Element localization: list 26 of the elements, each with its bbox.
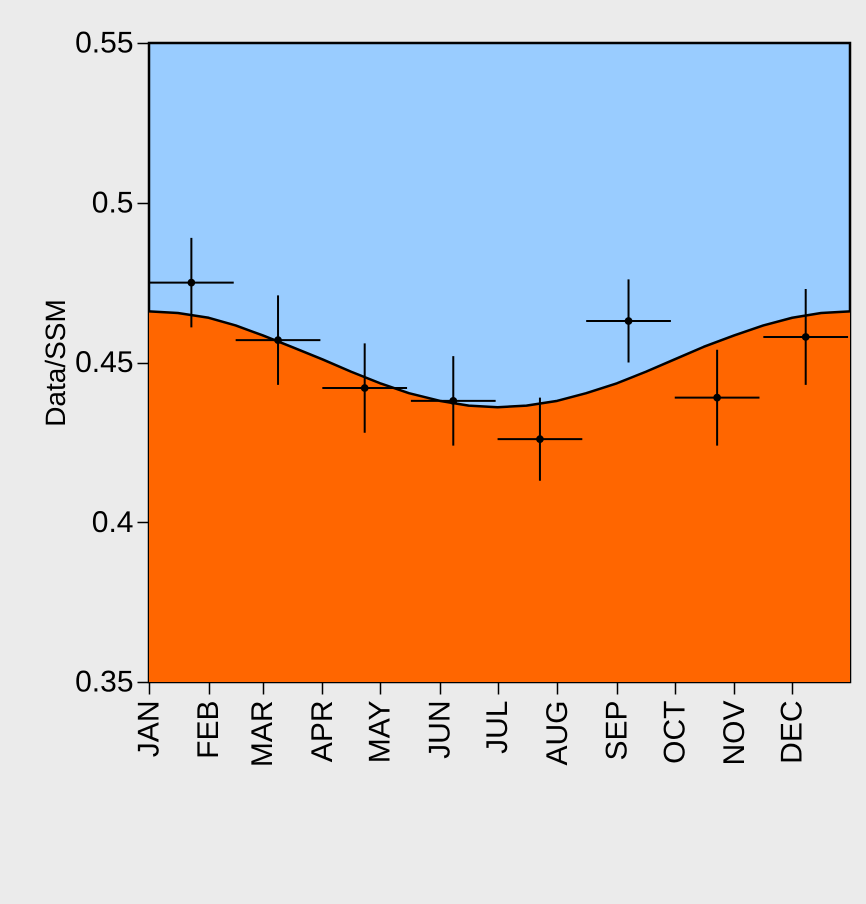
x-tick-label: MAR (246, 700, 280, 768)
point (713, 394, 721, 402)
y-tick-label: 0.45 (75, 346, 134, 379)
point (624, 317, 632, 325)
x-tick-label: JUN (423, 700, 456, 759)
y-tick-label: 0.55 (75, 26, 134, 60)
point (449, 396, 458, 405)
x-tick-label: APR (306, 700, 339, 762)
point (536, 435, 544, 444)
x-tick-label: NOV (718, 700, 751, 766)
x-tick-label: OCT (658, 700, 692, 764)
point (274, 336, 282, 344)
x-tick-label: JUL (481, 700, 514, 754)
x-tick-label: SEP (600, 700, 634, 761)
x-tick-label: DEC (776, 700, 809, 764)
point (802, 333, 810, 341)
y-tick-label: 0.5 (92, 186, 134, 220)
x-tick-label: MAY (364, 700, 397, 764)
point (187, 278, 196, 286)
y-tick-label: 0.35 (75, 666, 134, 698)
x-tick-label: FEB (192, 700, 226, 759)
x-tick-label: AUG (540, 700, 574, 766)
point (360, 384, 369, 392)
x-tick-label: JAN (132, 700, 166, 758)
y-tick-label: 0.4 (92, 506, 134, 539)
y-axis-title: Data/SSM (40, 299, 72, 427)
